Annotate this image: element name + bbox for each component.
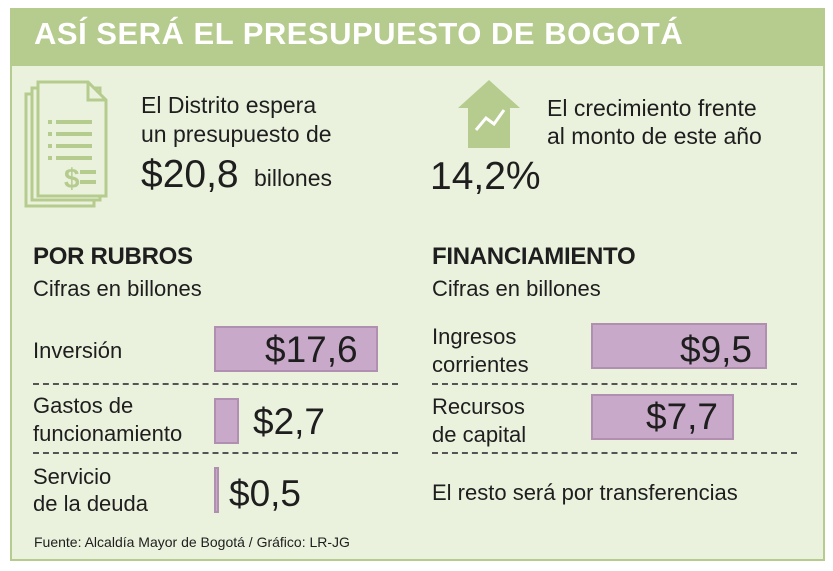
growth-text-line2: al monto de este año <box>547 123 762 149</box>
fin-divider-2 <box>432 452 797 454</box>
growth-text-line1: El crecimiento frente <box>547 95 757 121</box>
source-footnote: Fuente: Alcaldía Mayor de Bogotá / Gráfi… <box>34 534 350 550</box>
growth-house-icon <box>458 80 520 148</box>
rubros-label-funcionamiento-line2: funcionamiento <box>33 421 183 446</box>
fin-label-ingresos-line1: Ingresos <box>432 324 517 349</box>
fin-bar-ingresos <box>591 323 767 369</box>
fin-bar-recursos <box>591 394 734 440</box>
rubros-label-deuda-line1: Servicio <box>33 464 112 489</box>
financiamiento-subtitle: Cifras en billones <box>432 276 601 301</box>
budget-unit: billones <box>254 165 332 191</box>
infographic-title: ASÍ SERÁ EL PRESUPUESTO DE BOGOTÁ <box>34 16 684 51</box>
rubros-value-deuda: $0,5 <box>229 473 302 514</box>
rubros-label-inversion: Inversión <box>33 338 123 363</box>
budget-amount: $20,8 <box>141 153 239 196</box>
svg-text:$: $ <box>64 163 80 194</box>
rubros-title: POR RUBROS <box>33 243 193 270</box>
financiamiento-title: FINANCIAMIENTO <box>432 243 636 270</box>
rubros-value-funcionamiento: $2,7 <box>253 401 326 442</box>
fin-note: El resto será por transferencias <box>432 480 738 505</box>
fin-value-recursos: $7,7 <box>646 396 719 437</box>
document-icon: $ <box>24 80 108 208</box>
fin-divider-1 <box>432 383 797 385</box>
fin-label-ingresos-line2: corrientes <box>432 352 529 377</box>
growth-value: 14,2% <box>430 155 541 198</box>
fin-value-ingresos: $9,5 <box>680 329 753 370</box>
rubros-subtitle: Cifras en billones <box>33 276 202 301</box>
budget-text-line1: El Distrito espera <box>141 92 317 118</box>
rubros-label-funcionamiento-line1: Gastos de <box>33 393 134 418</box>
rubros-bar-deuda <box>214 467 219 513</box>
rubros-divider-2 <box>33 452 398 454</box>
infographic-frame <box>10 8 825 561</box>
rubros-value-inversion: $17,6 <box>265 329 358 370</box>
rubros-bar-funcionamiento <box>214 398 240 444</box>
title-bar <box>10 8 825 66</box>
rubros-divider-1 <box>33 383 398 385</box>
budget-text-line2: un presupuesto de <box>141 121 332 147</box>
rubros-bar-inversion <box>214 326 378 372</box>
fin-label-recursos-line1: Recursos <box>432 394 525 419</box>
fin-label-recursos-line2: de capital <box>432 422 527 447</box>
rubros-label-deuda-line2: de la deuda <box>33 491 148 516</box>
